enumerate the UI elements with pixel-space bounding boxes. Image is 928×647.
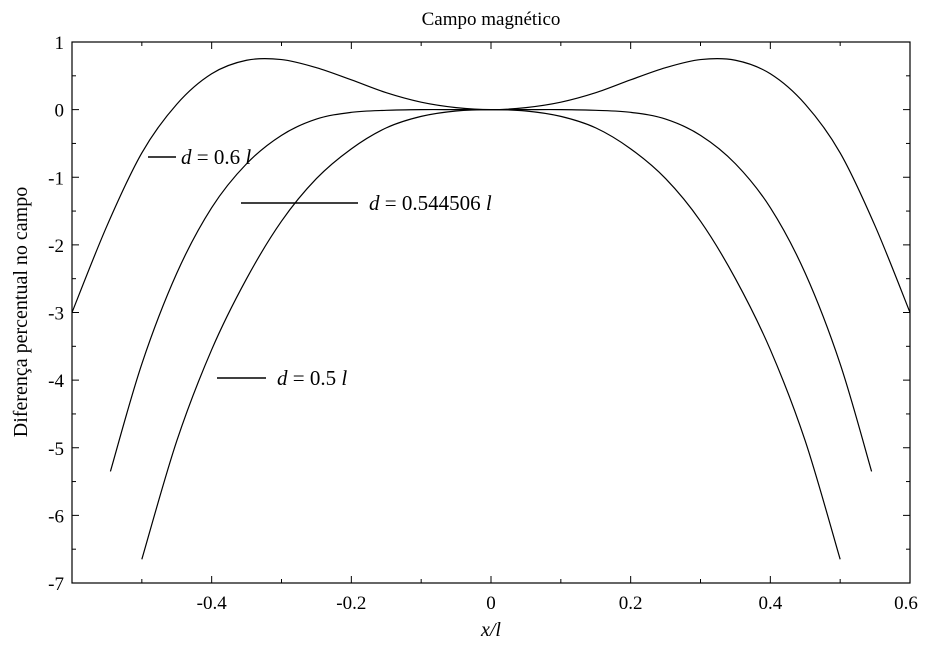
annotation-0: d = 0.6 l xyxy=(181,145,251,169)
annotation-0-value: = 0.6 xyxy=(192,145,246,169)
series-line-0 xyxy=(71,57,911,313)
y-tick-label: -5 xyxy=(48,439,64,460)
y-tick-label: 0 xyxy=(55,101,65,122)
y-tick-labels: -7 -6 -5 -4 -3 -2 -1 0 1 xyxy=(48,33,64,595)
annotation-2-value: = 0.5 xyxy=(288,366,342,390)
annotation-0-d: d xyxy=(181,145,192,169)
y-tick-label: -4 xyxy=(48,371,64,392)
y-tick-label: -6 xyxy=(48,506,64,527)
x-tick-label: 0.2 xyxy=(619,593,643,614)
y-tick-label: -2 xyxy=(48,236,64,257)
x-tick-label: 0.4 xyxy=(758,593,782,614)
x-axis-label: x/l xyxy=(480,619,501,641)
y-axis-label: Diferença percentual no campo xyxy=(10,187,32,437)
y-tick-label: -1 xyxy=(48,168,64,189)
chart-title: Campo magnético xyxy=(422,9,561,30)
axis-ticks xyxy=(71,41,911,584)
annotation-2-unit: l xyxy=(341,366,347,390)
annotation-1-unit: l xyxy=(486,191,492,215)
series-line-2 xyxy=(141,109,841,560)
annotation-0-unit: l xyxy=(245,145,251,169)
annotation-2-d: d xyxy=(277,366,288,390)
y-tick-label: 1 xyxy=(55,33,65,54)
x-tick-label: -0.2 xyxy=(336,593,366,614)
annotation-1-d: d xyxy=(369,191,380,215)
plot-frame xyxy=(71,41,911,584)
x-tick-label: 0.6 xyxy=(894,593,918,614)
annotation-1: d = 0.544506 l xyxy=(369,191,492,215)
annotation-1-value: = 0.544506 xyxy=(380,191,486,215)
annotation-2: d = 0.5 l xyxy=(277,366,347,390)
x-tick-labels: -0.4 -0.2 0 0.2 0.4 0.6 xyxy=(197,593,918,614)
x-tick-label: -0.4 xyxy=(197,593,228,614)
y-tick-label: -7 xyxy=(48,574,64,595)
y-tick-label: -3 xyxy=(48,304,64,325)
x-tick-label: 0 xyxy=(486,593,496,614)
series-lines xyxy=(71,57,911,560)
